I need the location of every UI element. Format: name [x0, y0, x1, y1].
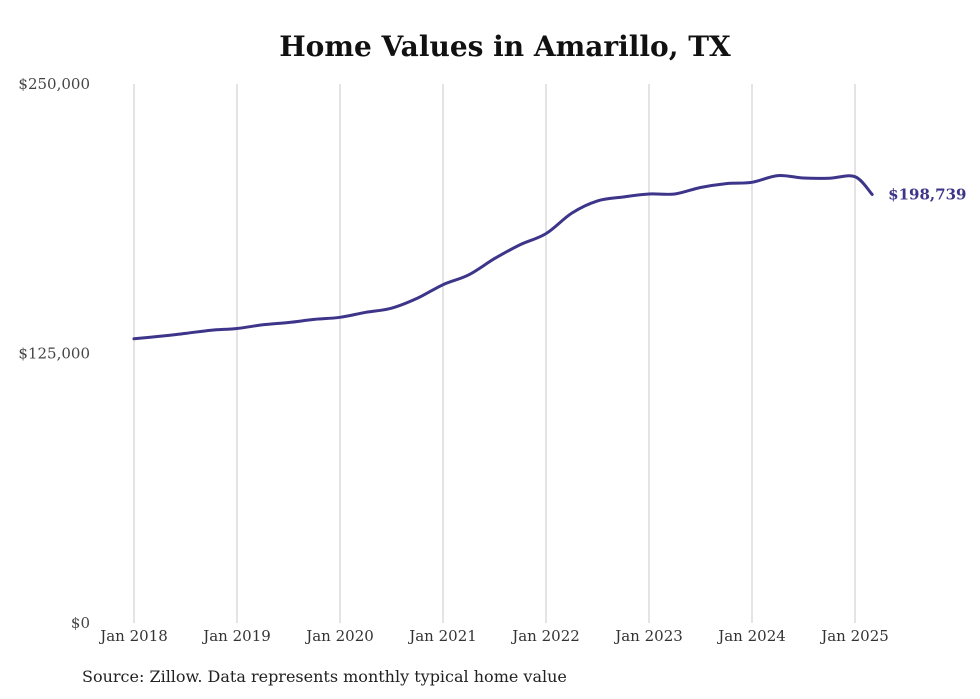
series-line [132, 173, 874, 341]
y-tick-label: $125,000 [18, 345, 90, 363]
source-note: Source: Zillow. Data represents monthly … [82, 667, 567, 686]
data-labels: $198,739 [888, 186, 966, 204]
gridlines [133, 84, 856, 623]
x-tick-label: Jan 2025 [819, 627, 889, 645]
y-tick-label: $0 [71, 614, 90, 632]
x-axis-ticks: Jan 2018 Jan 2019 Jan 2020 Jan 2021 Jan 2022… [98, 627, 889, 645]
x-tick-label: Jan 2022 [510, 627, 580, 645]
y-axis-ticks: $0 $125,000 $250,000 [18, 75, 90, 632]
x-tick-label: Jan 2020 [304, 627, 374, 645]
end-value-label: $198,739 [888, 186, 966, 204]
y-tick-label: $250,000 [18, 75, 90, 93]
chart-title: Home Values in Amarillo, TX [279, 30, 731, 63]
x-tick-label: Jan 2018 [98, 627, 168, 645]
x-tick-label: Jan 2023 [613, 627, 683, 645]
x-tick-label: Jan 2024 [716, 627, 786, 645]
x-tick-label: Jan 2021 [407, 627, 477, 645]
x-tick-label: Jan 2019 [201, 627, 271, 645]
series-layer [132, 173, 874, 341]
